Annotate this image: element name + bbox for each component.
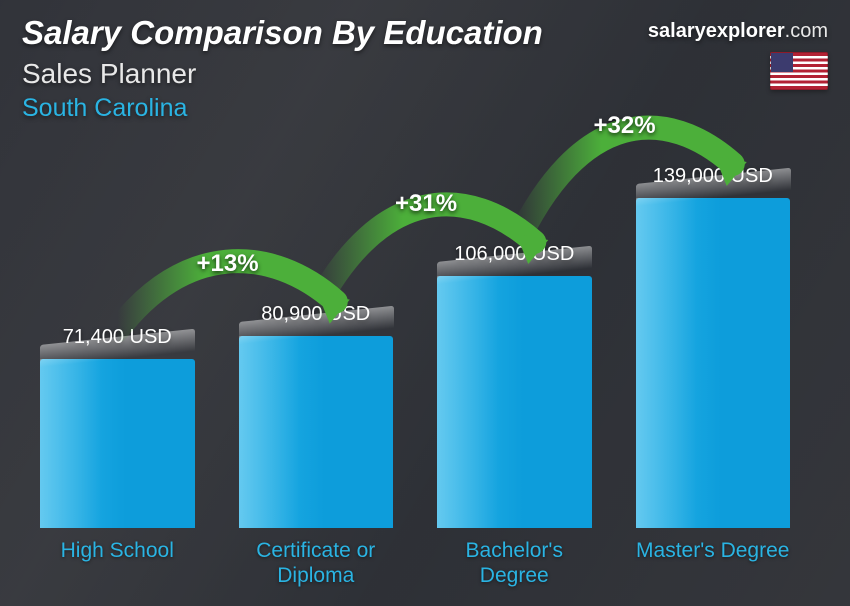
bar [437,276,592,528]
chart-region: South Carolina [22,94,828,123]
bar-category-label: Bachelor's Degree [437,538,592,588]
bar-group: 139,000 USDMaster's Degree [636,165,791,588]
increment-pct-label: +31% [395,190,457,218]
bar-group: 106,000 USDBachelor's Degree [437,243,592,588]
brand-logo: salaryexplorer.com [648,20,828,43]
chart-subtitle: Sales Planner [22,58,828,90]
increment-pct-label: +32% [594,112,656,140]
bar [239,336,394,528]
brand-suffix: .com [785,20,828,42]
flag-icon [770,52,828,90]
bar [40,359,195,529]
bar-group: 71,400 USDHigh School [40,326,195,589]
bar-category-label: High School [61,538,174,588]
bar-group: 80,900 USDCertificate or Diploma [239,303,394,588]
bar [636,198,791,528]
bar-category-label: Certificate or Diploma [239,538,394,588]
bar-category-label: Master's Degree [636,538,789,588]
increment-pct-label: +13% [197,250,259,278]
brand-text: salaryexplorer [648,20,785,42]
